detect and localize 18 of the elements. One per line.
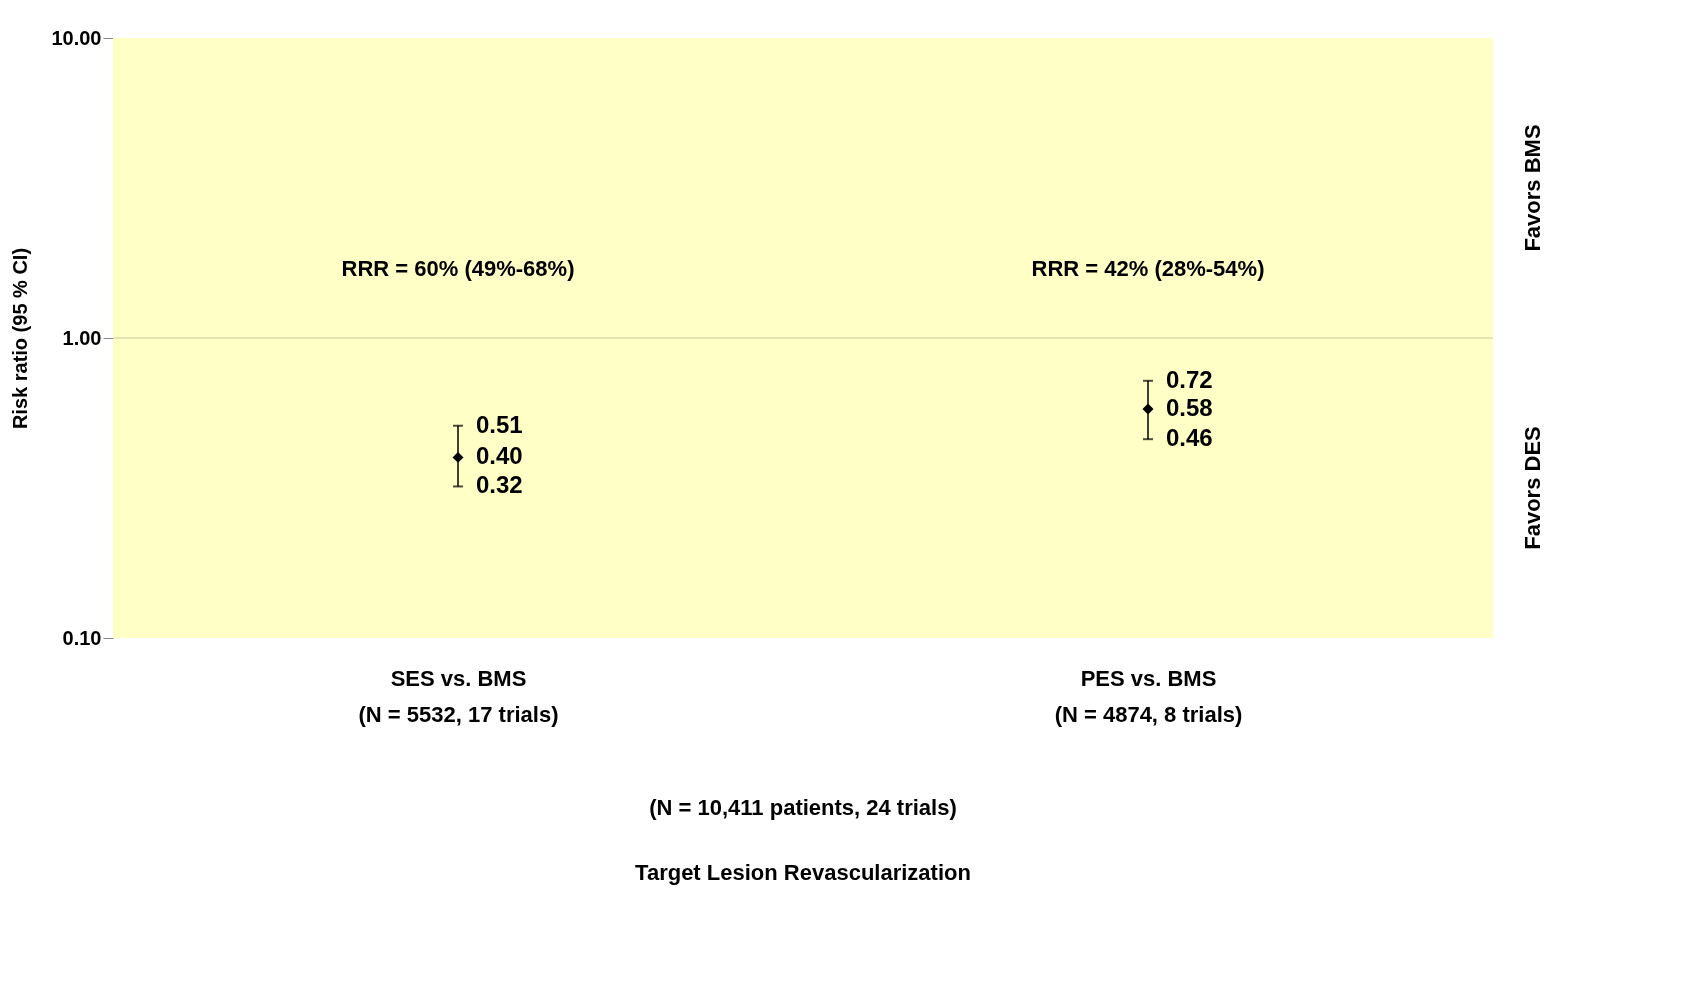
annotation: 0.46 <box>1166 424 1213 452</box>
data-label: 0.40 <box>476 442 523 470</box>
y-tick-label: 1.00 <box>62 326 102 349</box>
annotation: 0.32 <box>476 471 523 499</box>
text: (N = 10,411 patients, 24 trials) <box>649 795 957 820</box>
x-tick-label: SES vs. BMS (N = 5532, 17 trials) <box>358 665 559 727</box>
annotation: 0.72 <box>1166 365 1213 393</box>
text: Target Lesion Revascularization <box>635 860 971 885</box>
text: Favors BMS <box>1520 124 1545 252</box>
y-tick-label: 0.10 <box>62 626 102 649</box>
text: Favors DES <box>1520 426 1545 550</box>
y-axis-title: Risk ratio (95 % CI) <box>9 247 32 430</box>
data-label: 0.58 <box>1166 393 1213 421</box>
y-tick-label: 10.00 <box>51 26 102 49</box>
x-tick-label: PES vs. BMS (N = 4874, 8 trials) <box>1054 665 1243 727</box>
annotation: RRR = 60% (49%-68%) <box>341 256 575 281</box>
annotation: RRR = 42% (28%-54%) <box>1031 256 1265 281</box>
annotation: 0.51 <box>476 410 523 438</box>
